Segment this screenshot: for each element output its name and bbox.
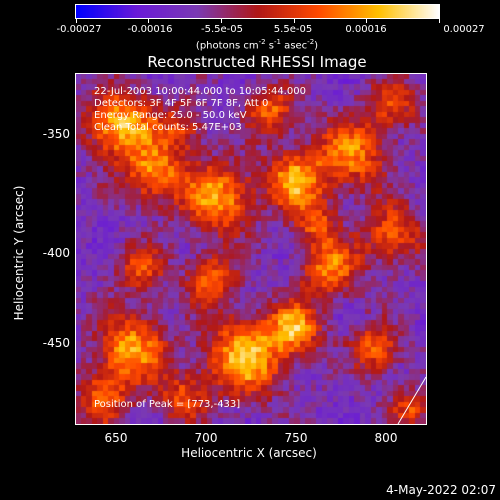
timestamp: 4-May-2022 02:07 — [386, 483, 496, 497]
colorbar-tick — [294, 19, 295, 23]
annotation-clean-counts: Clean Total counts: 5.47E+03 — [94, 122, 242, 133]
annotation-time-range: 22-Jul-2003 10:00:44.000 to 10:05:44.000 — [94, 86, 306, 97]
x-axis-title: Heliocentric X (arcsec) — [181, 446, 317, 460]
heatmap-image — [76, 74, 426, 424]
colorbar-tick — [439, 19, 440, 23]
colorbar-unit: (photons cm-2 s-1 asec-2) — [195, 38, 319, 52]
colorbar-label: 5.5e-05 — [273, 24, 313, 35]
annotation-detectors: Detectors: 3F 4F 5F 6F 7F 8F, Att 0 — [94, 98, 269, 109]
colorbar-gradient — [75, 4, 440, 19]
y-tick-label: -450 — [42, 336, 70, 350]
colorbar-tick — [221, 19, 222, 23]
x-tick-label: 650 — [104, 431, 128, 445]
colorbar-tick — [366, 19, 367, 23]
colorbar-label: -5.5e-05 — [201, 24, 243, 35]
colorbar-label: 0.00016 — [345, 24, 387, 35]
colorbar-tick — [76, 19, 77, 23]
annotation-energy-range: Energy Range: 25.0 - 50.0 keV — [94, 110, 247, 121]
colorbar-label: 0.00027 — [443, 24, 485, 35]
colorbar-tick — [148, 19, 149, 23]
plot-area: 22-Jul-2003 10:00:44.000 to 10:05:44.000… — [75, 73, 427, 425]
y-tick-label: -350 — [42, 127, 70, 141]
colorbar-label: -0.00027 — [56, 24, 102, 35]
colorbar-label: -0.00016 — [127, 24, 173, 35]
y-axis-title: Heliocentric Y (arcsec) — [12, 185, 26, 321]
y-tick-label: -400 — [42, 246, 70, 260]
x-tick-label: 700 — [194, 431, 218, 445]
chart-title: Reconstructed RHESSI Image — [147, 53, 367, 71]
x-tick-label: 750 — [284, 431, 308, 445]
limb-line — [397, 376, 426, 424]
annotation-peak-position: Position of Peak = [773,-433] — [94, 399, 241, 410]
x-tick-label: 800 — [374, 431, 398, 445]
